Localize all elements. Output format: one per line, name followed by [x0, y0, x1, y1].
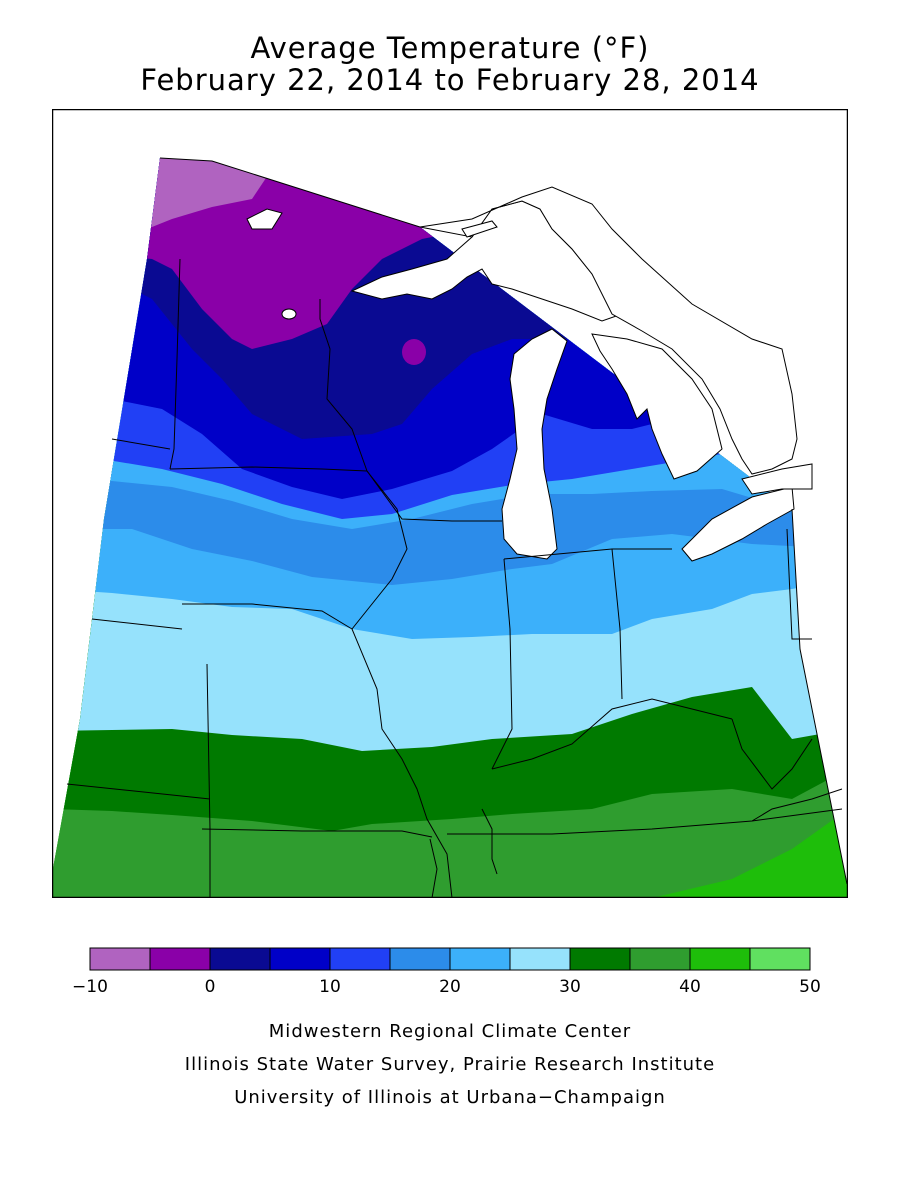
- canada-ontario: [419, 186, 798, 475]
- pa-oh-border: [786, 528, 812, 640]
- legend-swatch: [749, 947, 811, 971]
- map-frame: [52, 109, 848, 898]
- legend-bins: [89, 947, 811, 971]
- canada-land: [419, 186, 798, 475]
- credit-uiuc: University of Illinois at Urbana−Champai…: [234, 1087, 666, 1108]
- cold-spot: [402, 339, 426, 365]
- legend-swatch: [629, 947, 691, 971]
- map-date-range: February 22, 2014 to February 28, 2014: [140, 63, 760, 97]
- ks-ok-border: [66, 783, 211, 800]
- great-lakes: [246, 200, 813, 562]
- projection-outline: [159, 157, 848, 885]
- legend-swatch: [269, 947, 331, 971]
- ks-mo-border: [206, 663, 211, 898]
- mn-ia-border: [169, 466, 368, 472]
- legend-tick-label: 10: [319, 977, 341, 997]
- legend-swatch: [689, 947, 751, 971]
- legend-tick-label: 0: [205, 977, 216, 997]
- legend-tick-label: 20: [439, 977, 461, 997]
- mo-ar-border: [201, 828, 433, 838]
- ne-border: [91, 618, 183, 630]
- ky-tn-border: [447, 808, 843, 835]
- legend-tick-label: −10: [72, 977, 108, 997]
- legend-swatch: [89, 947, 151, 971]
- map-title: Average Temperature (°F): [250, 31, 650, 65]
- ia-mo-border: [182, 603, 353, 630]
- in-oh-border: [611, 548, 623, 700]
- mn-wi-border: [319, 299, 368, 472]
- oh-wv-river: [731, 718, 813, 790]
- tn-river: [429, 838, 438, 898]
- legend-swatch: [569, 947, 631, 971]
- ky-va-border: [751, 788, 843, 822]
- legend-swatch: [329, 947, 391, 971]
- legend-swatch: [149, 947, 211, 971]
- il-in-border: [491, 558, 513, 770]
- legend-swatch: [509, 947, 571, 971]
- il-mo-river: [351, 628, 453, 898]
- red-lake: [281, 308, 297, 320]
- in-ky-river: [491, 698, 733, 770]
- credit-isws: Illinois State Water Survey, Prairie Res…: [184, 1054, 716, 1075]
- legend-swatch: [209, 947, 271, 971]
- isle-royale: [461, 220, 498, 238]
- legend-ticks: −10 0 10 20 30 40 50: [72, 977, 821, 997]
- legend-tick-label: 50: [799, 977, 821, 997]
- wi-il-border: [366, 470, 502, 522]
- mn-nd-border: [169, 258, 181, 470]
- ia-il-river: [351, 470, 408, 630]
- credit-mrcc: Midwestern Regional Climate Center: [268, 1021, 632, 1042]
- mississippi-lower: [481, 808, 498, 875]
- lake-erie: [681, 486, 795, 562]
- legend-tick-label: 40: [679, 977, 701, 997]
- legend-swatch: [449, 947, 511, 971]
- legend-swatch: [389, 947, 451, 971]
- lake-ontario: [741, 463, 813, 495]
- state-boundaries: [66, 258, 843, 898]
- mi-in-oh-border: [503, 548, 672, 560]
- temperature-map: [52, 109, 848, 898]
- lake-huron: [591, 333, 723, 480]
- lake-of-the-woods: [246, 208, 283, 230]
- legend-tick-label: 30: [559, 977, 581, 997]
- color-legend: −10 0 10 20 30 40 50: [72, 947, 821, 997]
- lake-michigan: [501, 328, 568, 560]
- sd-border: [111, 438, 171, 450]
